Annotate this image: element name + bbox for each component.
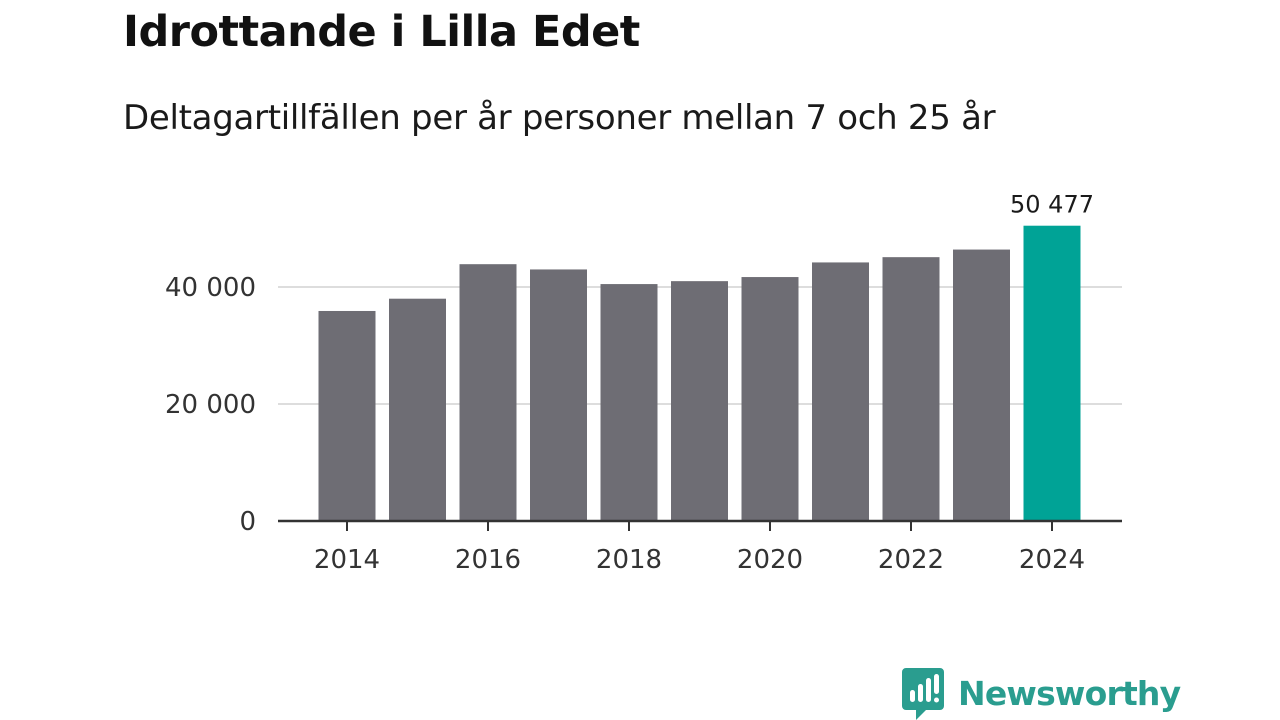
x-tick-label: 2024 xyxy=(1019,545,1085,575)
bar-chart: 0 20 000 40 000 50 477 2014 2016 2018 2020 2022 2… xyxy=(165,191,1122,575)
x-tick-label: 2014 xyxy=(314,545,380,575)
bar-2016 xyxy=(459,264,517,521)
bar-2021 xyxy=(812,262,869,521)
y-tick-label: 40 000 xyxy=(165,273,256,303)
x-tick-label: 2020 xyxy=(737,545,803,575)
bar-value-label: 50 477 xyxy=(1010,191,1094,219)
bar-2022 xyxy=(882,257,940,521)
brand-name: Newsworthy xyxy=(958,674,1181,713)
y-tick-label: 0 xyxy=(239,507,256,537)
bar-2019 xyxy=(671,281,728,521)
chart-title: Idrottande i Lilla Edet xyxy=(123,7,640,57)
x-tick-label: 2022 xyxy=(878,545,944,575)
axes xyxy=(278,519,1122,531)
x-tick-label: 2016 xyxy=(455,545,521,575)
bar-2024 xyxy=(1023,225,1081,522)
bars xyxy=(318,225,1081,522)
bar-2018 xyxy=(600,284,658,521)
bar-2014 xyxy=(318,310,376,521)
chart-subtitle: Deltagartillfällen per år personer mella… xyxy=(123,98,996,138)
y-tick-label: 20 000 xyxy=(165,390,256,420)
bar-2015 xyxy=(389,298,446,521)
labels: 0 20 000 40 000 50 477 2014 2016 2018 2020 2022 2… xyxy=(165,191,1094,575)
newsworthy-logo: Newsworthy xyxy=(902,668,1181,720)
bar-2020 xyxy=(741,277,799,521)
newsworthy-bar-chart-icon xyxy=(902,668,944,720)
x-tick-label: 2018 xyxy=(596,545,662,575)
bar-2023 xyxy=(953,249,1010,521)
bar-2017 xyxy=(530,269,587,521)
